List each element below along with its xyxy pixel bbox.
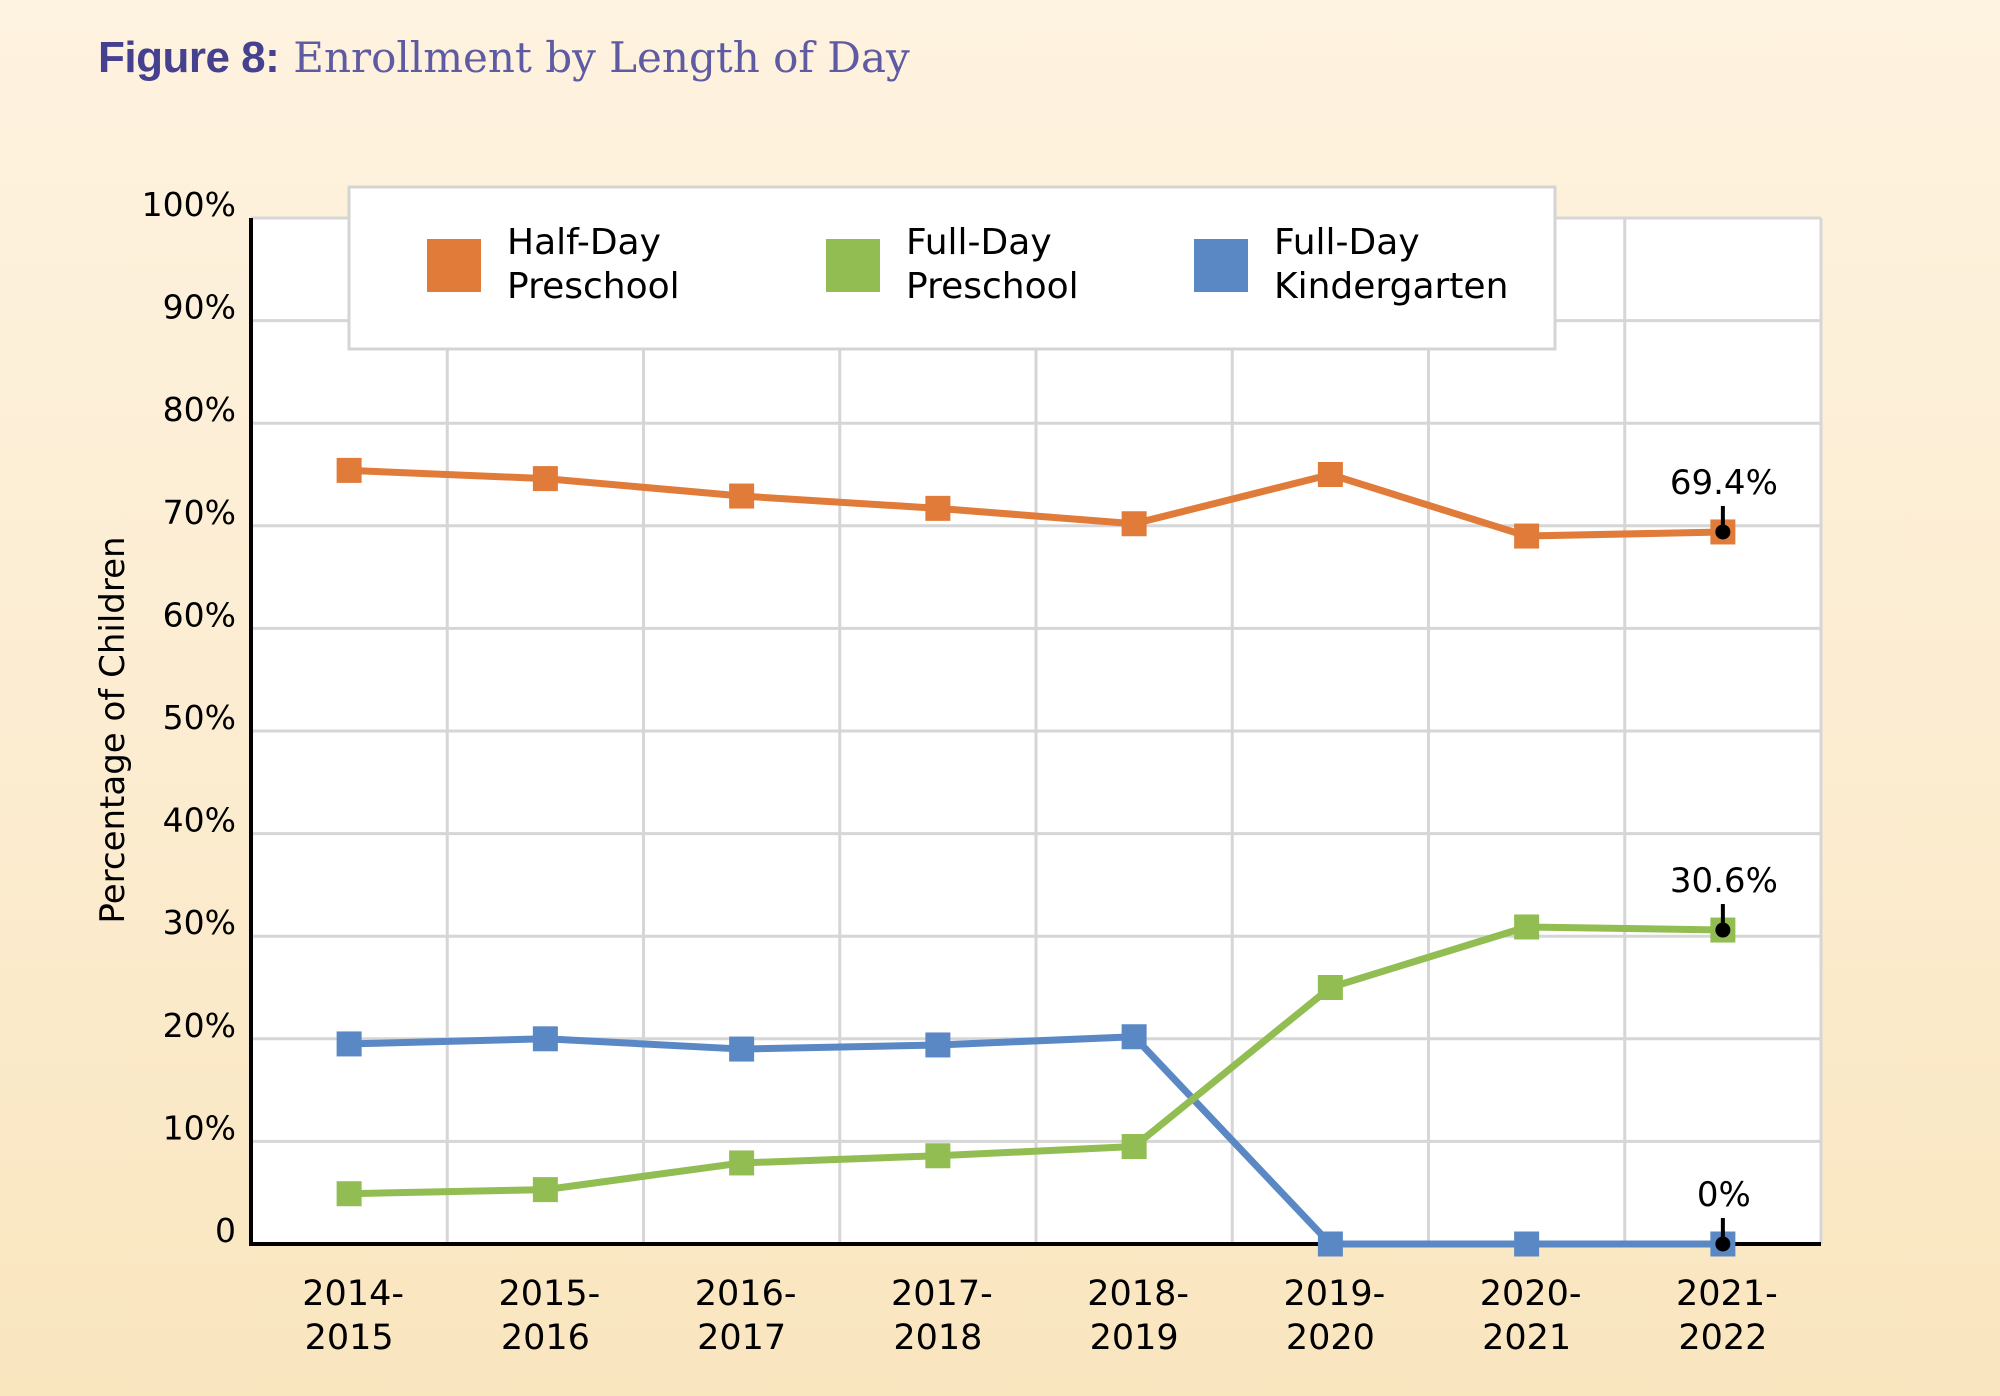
x-tick-label: 2017-2018: [891, 1274, 993, 1358]
y-tick-label: 10%: [163, 1108, 236, 1147]
data-point-full-day-kindergarten: [532, 1026, 558, 1052]
legend-swatch: [826, 239, 880, 292]
data-point-full-day-kindergarten: [1317, 1231, 1343, 1257]
x-tick-label: 2016-2017: [695, 1274, 797, 1358]
x-axis-ticks: 2014-20152015-20162016-20172017-20182018…: [302, 1274, 1777, 1358]
figure-number: Figure 8:: [98, 33, 280, 82]
y-tick-label: 30%: [163, 903, 236, 942]
data-label-annotation: 30.6%: [1670, 861, 1778, 938]
x-tick-label: 2014-2015: [302, 1274, 404, 1358]
data-point-half-day-preschool: [729, 483, 755, 509]
data-point-full-day-kindergarten: [729, 1036, 755, 1062]
x-tick-label-line1: 2015-: [499, 1274, 601, 1314]
y-tick-label: 50%: [163, 698, 236, 737]
x-tick-label-line2: 2017: [697, 1318, 786, 1358]
x-tick-label-line2: 2018: [893, 1318, 982, 1358]
legend-label-line2: Preschool: [507, 266, 680, 307]
data-point-full-day-preschool: [336, 1181, 362, 1207]
series-full-day-preschool: [336, 914, 1736, 1207]
x-tick-label: 2015-2016: [499, 1274, 601, 1358]
figure-title-text: Enrollment by Length of Day: [293, 33, 910, 82]
data-label-annotation: 0%: [1697, 1175, 1751, 1252]
y-tick-label: 40%: [163, 801, 236, 840]
x-tick-label-line1: 2019-: [1284, 1274, 1386, 1314]
x-tick-label-line2: 2022: [1678, 1318, 1767, 1358]
y-tick-label: 0: [215, 1211, 236, 1250]
data-label: 69.4%: [1670, 463, 1778, 503]
y-axis-ticks: 0 10% 20% 30% 40% 50% 60% 70% 80% 90% 100%: [142, 185, 236, 1250]
data-label: 0%: [1697, 1175, 1751, 1215]
x-tick-label-line1: 2014-: [302, 1274, 404, 1314]
data-point-full-day-kindergarten: [925, 1032, 951, 1058]
data-label: 30.6%: [1670, 861, 1778, 901]
series-line-full-day-preschool: [349, 923, 1723, 1198]
legend-label-line1: Full-Day: [906, 222, 1052, 263]
y-tick-label: 20%: [163, 1006, 236, 1045]
series-full-day-kindergarten: [336, 1024, 1736, 1257]
y-tick-label: 90%: [163, 288, 236, 327]
data-point-half-day-preschool: [336, 457, 362, 483]
y-tick-label: 100%: [142, 185, 236, 224]
annotation-dot: [1715, 922, 1731, 938]
x-tick-label-line1: 2016-: [695, 1274, 797, 1314]
data-point-full-day-kindergarten: [1121, 1024, 1147, 1050]
x-tick-label-line2: 2015: [305, 1318, 394, 1358]
legend-swatch: [427, 239, 481, 292]
data-point-half-day-preschool: [1121, 511, 1147, 537]
x-tick-label: 2020-2021: [1480, 1274, 1582, 1358]
legend-label-line2: Kindergarten: [1274, 266, 1508, 307]
data-point-half-day-preschool: [532, 466, 558, 492]
series-group: [336, 457, 1736, 1257]
annotation-dot: [1715, 524, 1731, 540]
y-tick-label: 60%: [163, 595, 236, 634]
x-tick-label-line2: 2020: [1286, 1318, 1375, 1358]
data-point-full-day-kindergarten: [1514, 1231, 1540, 1257]
x-tick-label: 2018-2019: [1087, 1274, 1189, 1358]
x-tick-label-line2: 2019: [1090, 1318, 1179, 1358]
x-tick-label-line1: 2021-: [1676, 1274, 1778, 1314]
legend-label-line2: Preschool: [906, 266, 1079, 307]
annotation-dot: [1715, 1236, 1731, 1252]
data-point-full-day-preschool: [1317, 975, 1343, 1000]
data-point-full-day-preschool: [532, 1177, 558, 1203]
data-point-half-day-preschool: [1514, 523, 1540, 549]
chart-title: Figure 8: Enrollment by Length of Day: [98, 36, 910, 80]
y-tick-label: 70%: [163, 493, 236, 532]
legend-label-line1: Full-Day: [1274, 222, 1420, 263]
annotations: 69.4% 30.6% 0%: [1670, 463, 1778, 1252]
series-line-half-day-preschool: [348, 466, 1723, 540]
x-tick-label-line2: 2021: [1482, 1318, 1571, 1358]
x-tick-label-line1: 2017-: [891, 1274, 993, 1314]
y-tick-label: 80%: [163, 390, 236, 429]
legend: Half-DayPreschoolFull-DayPreschoolFull-D…: [347, 185, 1557, 351]
data-point-full-day-preschool: [1121, 1134, 1147, 1160]
x-tick-label: 2021-2022: [1676, 1274, 1778, 1358]
x-tick-label-line1: 2020-: [1480, 1274, 1582, 1314]
data-point-half-day-preschool: [1317, 462, 1343, 487]
data-point-full-day-preschool: [729, 1150, 755, 1176]
x-tick-label: 2019-2020: [1284, 1274, 1386, 1358]
legend-box: [347, 185, 1557, 351]
data-point-half-day-preschool: [925, 495, 951, 521]
y-axis-label: Percentage of Children: [93, 536, 133, 923]
data-point-full-day-preschool: [925, 1143, 951, 1169]
series-half-day-preschool: [336, 457, 1736, 549]
legend-label-line1: Half-Day: [507, 222, 661, 263]
data-point-full-day-kindergarten: [336, 1031, 362, 1057]
series-line-full-day-kindergarten: [349, 1033, 1723, 1248]
legend-swatch: [1194, 239, 1248, 292]
data-label-annotation: 69.4%: [1670, 463, 1778, 540]
data-point-full-day-preschool: [1514, 914, 1540, 940]
x-tick-label-line2: 2016: [501, 1318, 590, 1358]
x-tick-label-line1: 2018-: [1087, 1274, 1189, 1314]
